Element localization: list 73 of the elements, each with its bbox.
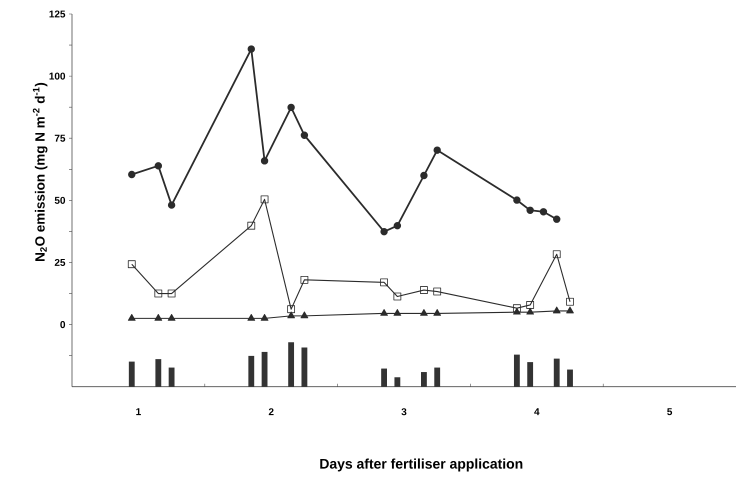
y-tick-label: 100 [49,72,66,80]
y-axis-title: N$_{2}$O emission (mg N m$^{-2}$ d$^{-1}$) [32,82,48,261]
point [380,278,388,286]
x-tick-label: 2 [268,408,274,416]
point [128,260,136,268]
point [420,309,428,316]
x-tick-label: 1 [136,408,141,416]
point [420,286,428,294]
point [552,306,561,314]
point [434,146,441,154]
x-axis-title: Days after fertiliser application [320,458,522,472]
bar [288,342,294,387]
point [394,222,402,230]
point [566,298,574,306]
x-tick-label: 5 [667,408,672,416]
point [553,216,560,223]
bar [168,368,175,387]
point [247,222,256,230]
point [526,301,534,309]
point [394,309,402,316]
point [526,308,534,315]
point [260,157,268,165]
x-tick-label: 4 [534,408,540,416]
y-tick-label: 50 [54,196,66,204]
y-tick-label: 0 [60,321,66,328]
y-tick-label: 25 [54,258,66,266]
point [300,311,308,318]
point [128,314,136,321]
bar [381,368,388,387]
point [433,288,442,296]
point [248,45,255,53]
y-tick-label: 125 [49,10,66,18]
bar [155,359,162,387]
point [420,172,428,180]
bar [301,347,308,387]
point [433,309,442,316]
bar [514,354,520,387]
point [287,305,296,314]
point [154,162,162,170]
point [393,292,402,300]
bar [262,352,268,387]
point [566,306,574,314]
bar [421,372,427,387]
bar [554,358,560,387]
point [552,250,561,258]
point [300,276,308,284]
point [128,170,136,178]
bar [128,362,135,387]
point [512,304,521,312]
x-tick-label: 3 [401,408,406,416]
point [380,228,388,236]
point [287,104,295,112]
point [260,314,268,321]
point [154,314,162,321]
point [287,311,295,318]
point [260,195,268,204]
y-tick-label: 75 [54,134,66,142]
bar [248,356,254,387]
point [168,201,176,209]
point [513,308,521,315]
bar [567,370,573,387]
bar [434,368,440,387]
point [168,314,176,321]
point [300,132,308,139]
point [168,290,176,298]
point [380,309,388,316]
point [513,196,521,204]
bar [527,362,534,387]
point [540,208,548,216]
point [526,206,534,214]
bar [394,377,400,387]
point [247,314,256,321]
point [154,290,162,298]
